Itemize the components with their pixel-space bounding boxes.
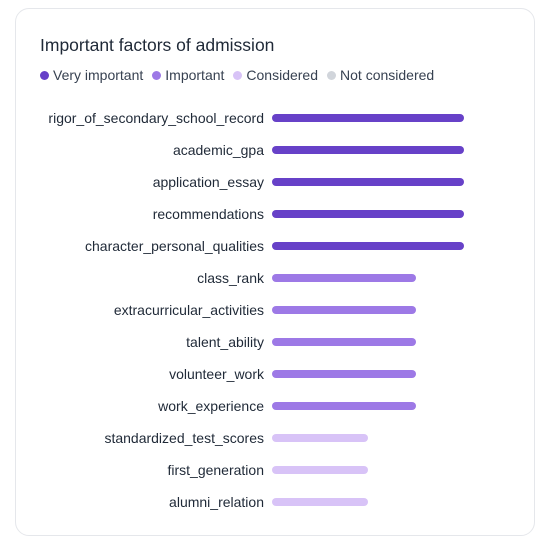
category-label: class_rank [197,270,264,286]
legend-label: Not considered [340,67,435,83]
category-label: alumni_relation [169,494,264,510]
category-label: talent_ability [186,334,264,350]
category-label: rigor_of_secondary_school_record [48,110,264,126]
bar-extracurricular_activities [272,306,416,314]
bar-application_essay [272,178,464,186]
bar-first_generation [272,466,368,474]
category-label: extracurricular_activities [113,302,264,318]
chart-title: Important factors of admission [40,35,275,55]
bar-standardized_test_scores [272,434,368,442]
category-label: volunteer_work [169,366,264,382]
legend-item: Very important [40,67,143,83]
legend-item: Considered [233,67,318,83]
legend-item: Not considered [327,67,434,83]
legend-dot-icon [152,70,162,80]
legend-label: Very important [53,67,144,83]
bar-academic_gpa [272,146,464,154]
legend-label: Considered [246,67,319,83]
bar-character_personal_qualities [272,242,464,250]
bar-recommendations [272,210,464,218]
chart-legend: Very important Important Considered Not con… [40,67,443,83]
category-label: application_essay [152,174,264,190]
legend-dot-icon [327,70,337,80]
legend-item: Important [152,67,224,83]
bar-talent_ability [272,338,416,346]
category-label: character_personal_qualities [85,238,264,254]
category-label: work_experience [158,398,264,414]
category-label: academic_gpa [172,142,264,158]
bar-alumni_relation [272,498,368,506]
bar-work_experience [272,402,416,410]
category-label: standardized_test_scores [104,430,264,446]
bar-class_rank [272,274,416,282]
legend-dot-icon [40,70,49,80]
bar-rigor_of_secondary_school_record [272,114,464,122]
category-label: first_generation [167,462,264,478]
chart-card: Important factors of admission Very impo… [15,8,535,536]
bar-volunteer_work [272,370,416,378]
category-label: recommendations [152,206,264,222]
legend-dot-icon [233,70,243,80]
legend-label: Important [165,67,225,83]
